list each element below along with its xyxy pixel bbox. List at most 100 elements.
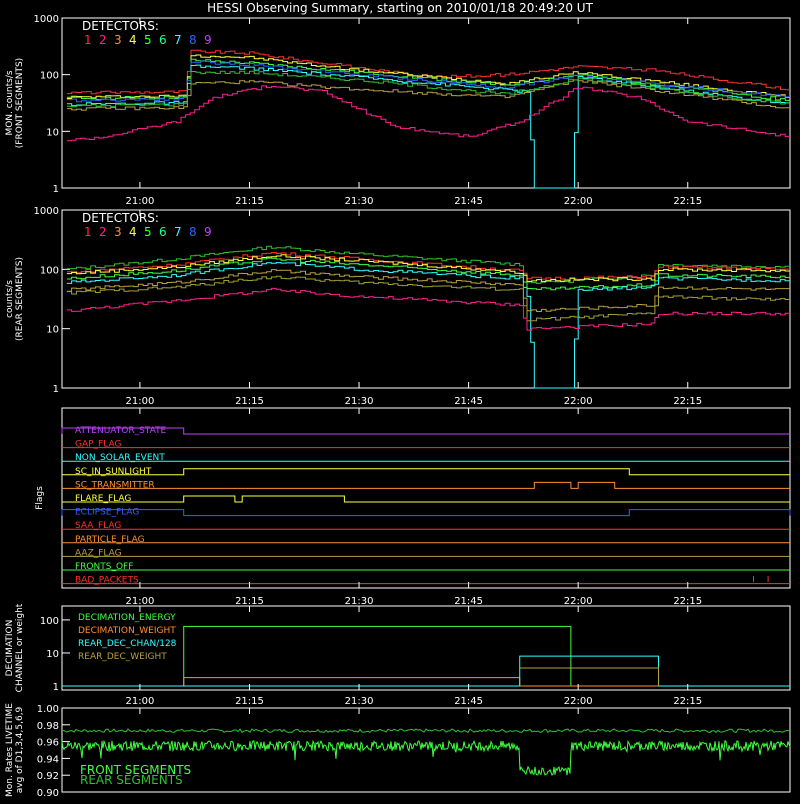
front-legend-title: DETECTORS:: [82, 19, 159, 33]
decimation-panel: 1 10 100 DECIMATION_ENERGY DECIMATION_WEIGHT…: [5, 603, 791, 707]
front-xtick-label: 21:45: [454, 196, 483, 207]
front-xtick-label: 21:15: [235, 196, 264, 207]
front-legend-digit: 6: [159, 33, 167, 47]
front-legend-digit: 5: [144, 33, 152, 47]
flag-row-label: ATTENUATOR_STATE: [75, 426, 167, 436]
rear-legend-digit: 2: [99, 225, 107, 239]
flag-row-label: FLARE_FLAG: [75, 494, 131, 504]
rear-legend-digit: 8: [189, 225, 197, 239]
live-ytick-label: 0.94: [37, 754, 59, 765]
rear-legend-digit: 9: [204, 225, 212, 239]
rear-series-line: [66, 245, 790, 284]
flags-ylabel: Flags: [35, 486, 45, 510]
front-xtick-label: 22:00: [564, 196, 593, 207]
decim-rear-weight-line: [519, 667, 660, 686]
decim-xtick-label: 21:00: [125, 696, 154, 707]
front-ylabel-1: MON. counts/s: [5, 70, 15, 135]
rear-series-line: [66, 254, 790, 282]
rear-ylabel-1: counts/s: [5, 280, 15, 318]
decim-ylabel-1: DECIMATION: [5, 620, 15, 677]
front-series-line: [66, 54, 790, 99]
flag-row-label: NON_SOLAR_EVENT: [75, 453, 165, 463]
front-legend-digit: 2: [99, 33, 107, 47]
rear-legend-digit: 4: [129, 225, 137, 239]
front-segments-panel: 1 10 100 1000 21:00 21:15 21:30 21:45 22:00 22:15…: [5, 14, 791, 207]
rear-ytick-label: 10: [46, 325, 59, 336]
front-ytick-label: 100: [40, 71, 59, 82]
decim-ytick-label: 100: [40, 616, 59, 627]
live-ytick-label: 1.00: [37, 704, 59, 715]
rear-ytick-label: 1: [53, 384, 59, 395]
live-front-line: [61, 739, 791, 776]
flag-row-label: GAP_FLAG: [75, 440, 121, 450]
rear-xtick-label: 21:00: [125, 396, 154, 407]
rear-xtick-label: 22:00: [564, 396, 593, 407]
live-ylabel-2: avg of D1,3,4,5,6,9: [15, 706, 25, 793]
rear-xtick-label: 21:45: [454, 396, 483, 407]
front-ylabel-2: (FRONT SEGMENTS): [15, 58, 25, 148]
rear-series-line: [66, 275, 790, 322]
decim-ylabel-2: CHANNEL or weight: [15, 603, 25, 692]
decim-legend-label: REAR_DEC_CHAN/128: [78, 639, 177, 649]
flag-row-label: FRONTS_OFF: [75, 562, 133, 572]
rear-ytick-label: 1000: [34, 206, 59, 217]
live-ytick-label: 0.98: [37, 721, 59, 732]
decim-rear-chan-line: [62, 655, 790, 687]
decim-legend-label: DECIMATION_ENERGY: [78, 613, 176, 623]
rear-legend-digit: 7: [174, 225, 182, 239]
live-legend-label: REAR SEGMENTS: [80, 773, 183, 787]
decim-xtick-label: 21:45: [454, 696, 483, 707]
rear-xtick-label: 21:30: [345, 396, 374, 407]
live-ytick-label: 0.92: [37, 771, 59, 782]
flag-row-label: PARTICLE_FLAG: [75, 535, 145, 545]
decim-weight-line: [62, 677, 790, 687]
flag-row-line: [62, 468, 790, 476]
flag-row-label: ECLIPSE_FLAG: [75, 508, 139, 518]
decim-legend-label: REAR_DEC_WEIGHT: [78, 652, 167, 662]
rear-segments-panel: 1 10 100 1000 21:00 21:15 21:30 21:45 22:00 22:15…: [5, 206, 791, 407]
rear-ytick-label: 100: [40, 265, 59, 276]
flag-row-line: [62, 481, 790, 489]
flags-panel-frame: [61, 407, 791, 589]
decim-xtick-label: 22:15: [673, 696, 702, 707]
flag-row-label: BAD_PACKETS: [75, 576, 139, 586]
rear-legend-digit: 6: [159, 225, 167, 239]
decim-ytick-label: 1: [53, 682, 59, 693]
front-xtick-label: 21:30: [345, 196, 374, 207]
rear-series-line: [66, 252, 790, 280]
front-legend-digit: 9: [204, 33, 212, 47]
live-legend-label: FRONT SEGMENTS: [80, 763, 191, 777]
flags-xtick-label: 21:45: [454, 596, 483, 607]
rear-series-line: [66, 257, 790, 291]
flags-xtick-label: 22:15: [673, 596, 702, 607]
front-legend-digit: 4: [129, 33, 137, 47]
front-series-line: [66, 58, 790, 101]
flag-row-label: AAZ_FLAG: [75, 548, 122, 558]
rear-series-line: [66, 269, 790, 312]
flag-row-label: SAA_FLAG: [75, 521, 121, 531]
front-ytick-label: 1: [53, 184, 59, 195]
front-series-line: [66, 60, 790, 103]
front-series-line: [66, 64, 790, 189]
flag-row-label: SC_IN_SUNLIGHT: [75, 467, 152, 477]
front-ytick-label: 1000: [34, 14, 59, 25]
front-legend-digit: 3: [114, 33, 122, 47]
decimation-panel-frame: [61, 605, 791, 691]
front-series-line: [66, 85, 790, 142]
flag-row-line: [62, 495, 790, 503]
live-rear-line: [61, 728, 790, 734]
front-legend-digit: 1: [84, 33, 92, 47]
rear-legend-digit: 5: [144, 225, 152, 239]
decim-xtick-label: 21:30: [345, 696, 374, 707]
rear-legend-title: DETECTORS:: [82, 211, 159, 225]
rear-legend-digit: 1: [84, 225, 92, 239]
decim-legend-label: DECIMATION_WEIGHT: [78, 626, 176, 636]
livetime-panel-frame: [61, 707, 791, 793]
figure-title: HESSI Observing Summary, starting on 201…: [207, 1, 593, 15]
live-ylabel-1: Mon. Rates LIVETIME: [5, 703, 15, 797]
flags-xtick-label: 21:30: [345, 596, 374, 607]
front-xtick-label: 21:00: [125, 196, 154, 207]
